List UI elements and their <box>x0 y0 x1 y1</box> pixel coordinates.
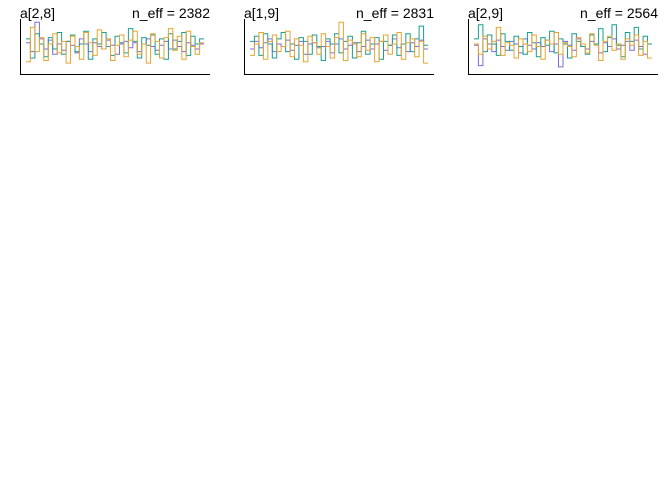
chain-trace-3 <box>474 26 652 61</box>
panel-axis <box>20 19 210 75</box>
panel-axis <box>468 19 658 75</box>
chain-trace-3 <box>26 26 204 64</box>
chain-trace-2 <box>250 25 428 61</box>
n-eff-label: n_eff = 2831 <box>356 5 434 21</box>
trace-panel-1: a[2,8] n_eff = 2382 <box>20 5 210 75</box>
panel-axis <box>244 19 434 75</box>
trace-plot-panels: a[2,8] n_eff = 2382 a[1,9] n_eff = 2831 a[2,… <box>20 5 658 75</box>
n-eff-label: n_eff = 2564 <box>580 5 658 21</box>
n-eff-label: n_eff = 2382 <box>132 5 210 21</box>
chain-trace-3 <box>250 21 428 64</box>
panel-title: a[2,8] <box>20 5 55 21</box>
trace-panel-3: a[2,9] n_eff = 2564 <box>468 5 658 75</box>
trace-panel-2: a[1,9] n_eff = 2831 <box>244 5 434 75</box>
panel-title: a[2,9] <box>468 5 503 21</box>
panel-title: a[1,9] <box>244 5 279 21</box>
